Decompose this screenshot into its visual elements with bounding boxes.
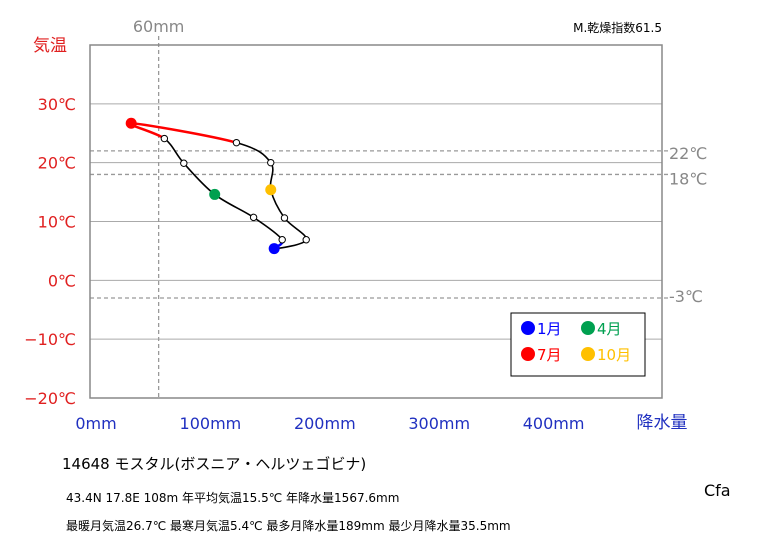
grid-lines	[90, 103, 662, 340]
y-axis-title: 気温	[33, 36, 67, 56]
legend-label: 1月	[537, 320, 562, 338]
month-point-6	[160, 134, 169, 143]
x-tick-label: 0mm	[75, 414, 116, 433]
legend-marker	[581, 321, 595, 335]
station-title: 14648 モスタル(ボスニア・ヘルツェゴビナ)	[62, 455, 366, 473]
curve-segment	[253, 216, 283, 241]
info-line-1: 43.4N 17.8E 108m 年平均気温15.5℃ 年降水量1567.6mm	[66, 490, 399, 505]
ref-label-temp: -3℃	[669, 287, 703, 306]
legend-marker	[521, 321, 535, 335]
month-point-3	[249, 213, 258, 222]
y-tick-label: 30℃	[38, 95, 76, 114]
month-point-2	[278, 236, 286, 244]
ref-label-60mm: 60mm	[133, 17, 185, 36]
month-point-1	[268, 243, 280, 255]
month-point-4	[209, 188, 221, 200]
month-point-9	[267, 158, 275, 167]
x-tick-label: 200mm	[294, 414, 356, 433]
climograph-curve	[127, 121, 308, 250]
ref-label-temp: 18℃	[669, 169, 707, 188]
curve-segment	[183, 162, 216, 196]
x-axis-ticks: 0mm 100mm 200mm 300mm 400mm	[75, 414, 584, 433]
y-tick-label: −10℃	[24, 330, 76, 349]
ref-label-temp: 22℃	[669, 144, 707, 163]
month-point-5	[180, 159, 188, 167]
month-point-11	[280, 214, 289, 222]
reference-lines: 60mm 22℃ 18℃ -3℃	[90, 17, 707, 398]
x-axis-title: 降水量	[637, 413, 688, 433]
month-point-8	[232, 138, 241, 147]
legend-label: 10月	[597, 346, 631, 364]
x-tick-label: 400mm	[523, 414, 585, 433]
y-tick-label: 10℃	[38, 213, 76, 232]
legend-marker	[521, 347, 535, 361]
x-tick-label: 300mm	[408, 414, 470, 433]
month-point-10	[265, 184, 277, 196]
month-point-12	[302, 236, 310, 244]
curve-segment	[131, 122, 237, 144]
curve-segment	[236, 141, 272, 164]
koppen-class: Cfa	[704, 481, 731, 500]
legend-marker	[581, 347, 595, 361]
legend-label: 7月	[537, 346, 562, 364]
dryness-index-label: M.乾燥指数61.5	[573, 20, 662, 35]
curve-segment	[214, 193, 255, 219]
y-tick-label: −20℃	[24, 389, 76, 408]
y-axis-ticks: 30℃ 20℃ 10℃ 0℃ −10℃ −20℃	[24, 95, 76, 408]
plot-frame	[89, 44, 663, 399]
legend: 1月 4月 7月 10月	[510, 312, 646, 377]
legend-label: 4月	[597, 320, 622, 338]
month-point-7	[125, 117, 137, 129]
y-tick-label: 0℃	[48, 271, 76, 290]
y-tick-label: 20℃	[38, 154, 76, 173]
month-points	[125, 117, 310, 255]
info-line-2: 最暖月気温26.7℃ 最寒月気温5.4℃ 最多月降水量189mm 最少月降水量3…	[66, 518, 511, 533]
x-tick-label: 100mm	[180, 414, 242, 433]
